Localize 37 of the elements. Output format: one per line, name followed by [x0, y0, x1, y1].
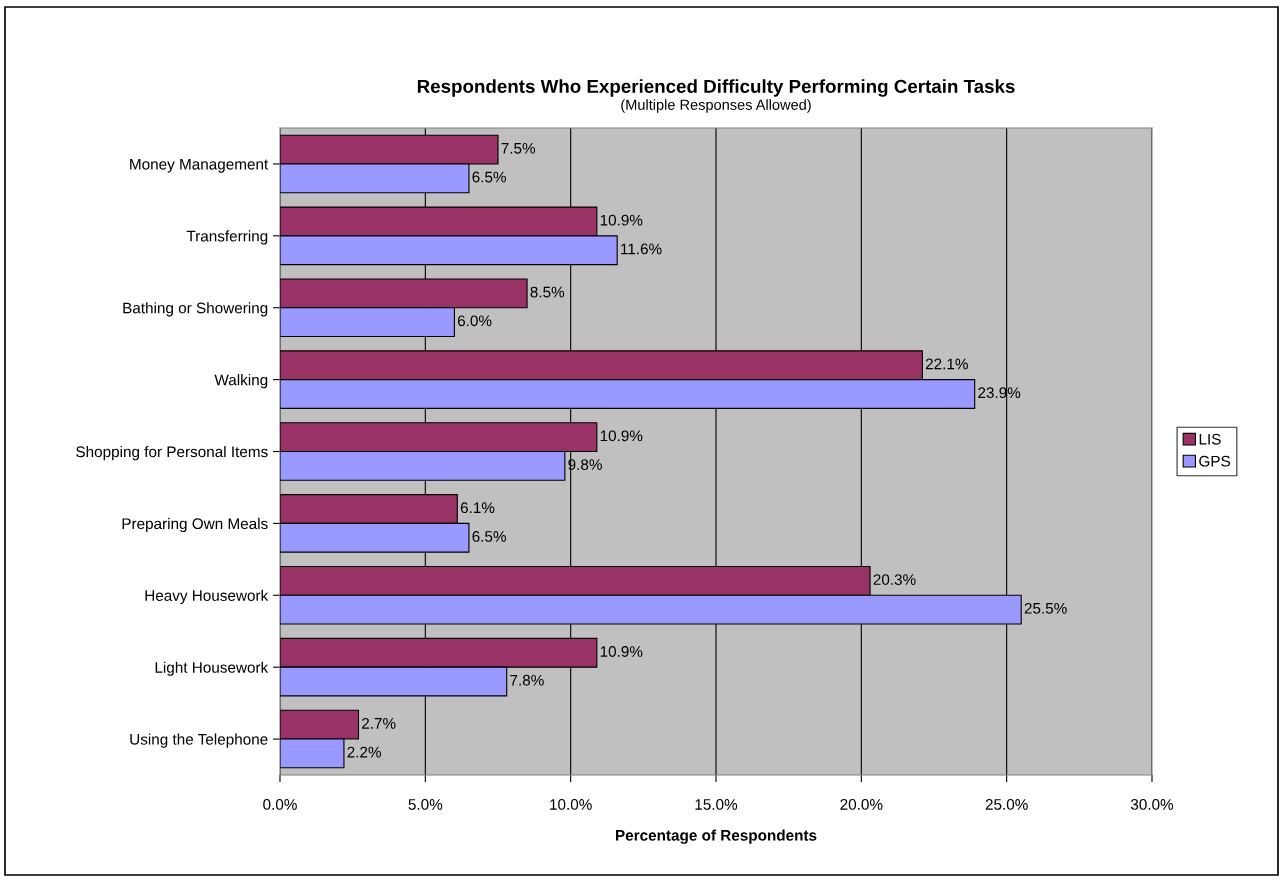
data-label: 22.1%: [925, 358, 968, 370]
data-label: 2.2%: [347, 746, 381, 758]
y-tick-label: Money Management: [130, 158, 269, 173]
legend-label: GPS: [1199, 455, 1231, 467]
y-tick-label: Heavy Housework: [145, 589, 269, 604]
data-label: 6.0%: [457, 315, 492, 327]
data-label: 20.3%: [873, 574, 916, 585]
data-label: 10.9%: [600, 214, 643, 226]
data-label: 7.5%: [501, 142, 536, 154]
x-tick-label: 15.0%: [695, 799, 738, 810]
legend-label: LIS: [1199, 433, 1221, 445]
data-label: 6.5%: [472, 531, 506, 542]
data-label: 8.5%: [530, 286, 565, 298]
y-tick-label: Using the Telephone: [130, 733, 268, 748]
x-tick-label: 5.0%: [408, 799, 443, 810]
x-axis-title: Percentage of Respondents: [616, 829, 817, 844]
x-tick-label: 0.0%: [263, 799, 297, 810]
chart-title: Respondents Who Experienced Difficulty Performing Certain Tasks: [417, 79, 1015, 97]
data-label: 6.1%: [460, 502, 495, 514]
data-label: 25.5%: [1024, 602, 1067, 614]
data-label: 10.9%: [600, 646, 643, 657]
data-label: 2.7%: [362, 717, 396, 729]
data-label: 7.8%: [510, 674, 544, 686]
data-label: 11.6%: [621, 243, 662, 255]
y-tick-label: Walking: [214, 374, 268, 389]
y-tick-label: Shopping for Personal Items: [76, 445, 268, 461]
y-tick-label: Light Housework: [155, 661, 269, 676]
x-tick-label: 10.0%: [550, 799, 592, 810]
chart-subtitle: (Multiple Responses Allowed): [621, 99, 811, 113]
data-label: 10.9%: [600, 430, 643, 442]
data-label: 6.5%: [472, 171, 506, 183]
y-tick-label: Preparing Own Meals: [122, 517, 268, 533]
x-tick-label: 25.0%: [985, 799, 1028, 810]
x-tick-label: 30.0%: [1130, 799, 1174, 810]
x-tick-label: 20.0%: [840, 799, 883, 810]
y-tick-label: Transferring: [186, 230, 268, 245]
y-tick-label: Bathing or Showering: [123, 302, 268, 317]
